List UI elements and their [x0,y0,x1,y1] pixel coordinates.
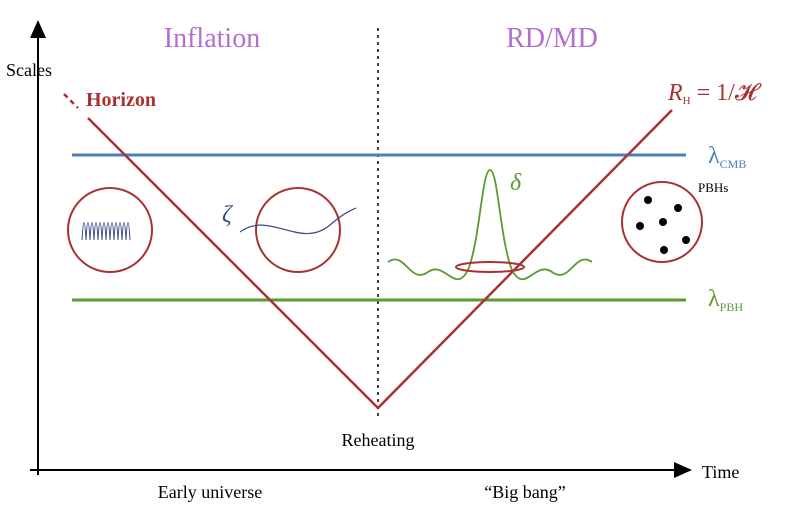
perturbation [387,169,593,281]
pbh-label: λPBH [708,286,743,314]
oscillation [81,222,131,241]
delta: δ [510,170,522,196]
zeta: ζ [222,202,234,228]
circle [621,181,703,263]
pbhs-label: PBHs [698,180,728,195]
mode [239,207,357,235]
formula-main: R [667,80,683,106]
symbol: λ [708,143,720,169]
era-label: RD/MD [506,23,598,54]
subscript: PBH [720,300,744,314]
circle [255,187,341,273]
symbol: λ [708,286,720,312]
horizon-label: Horizon [86,89,156,111]
period-label: “Big bang” [484,482,565,502]
subscript: CMB [720,157,747,171]
horizon-formula: RH = 1/𝓗 [667,80,762,107]
axis-label: Time [702,462,739,482]
horizon-dash [63,93,79,109]
collapse-region [455,261,525,273]
pbh-dots [636,196,690,254]
formula-sub: H [683,95,691,107]
cmb-label: λCMB [708,143,746,171]
axis-label: Scales [6,60,52,80]
period-label: Early universe [158,482,262,502]
formula-rest: = 1/𝓗 [691,80,762,106]
era-label: Inflation [164,23,260,54]
reheating-label: Reheating [342,430,415,450]
circle [67,187,153,273]
horizon-line [87,109,673,410]
